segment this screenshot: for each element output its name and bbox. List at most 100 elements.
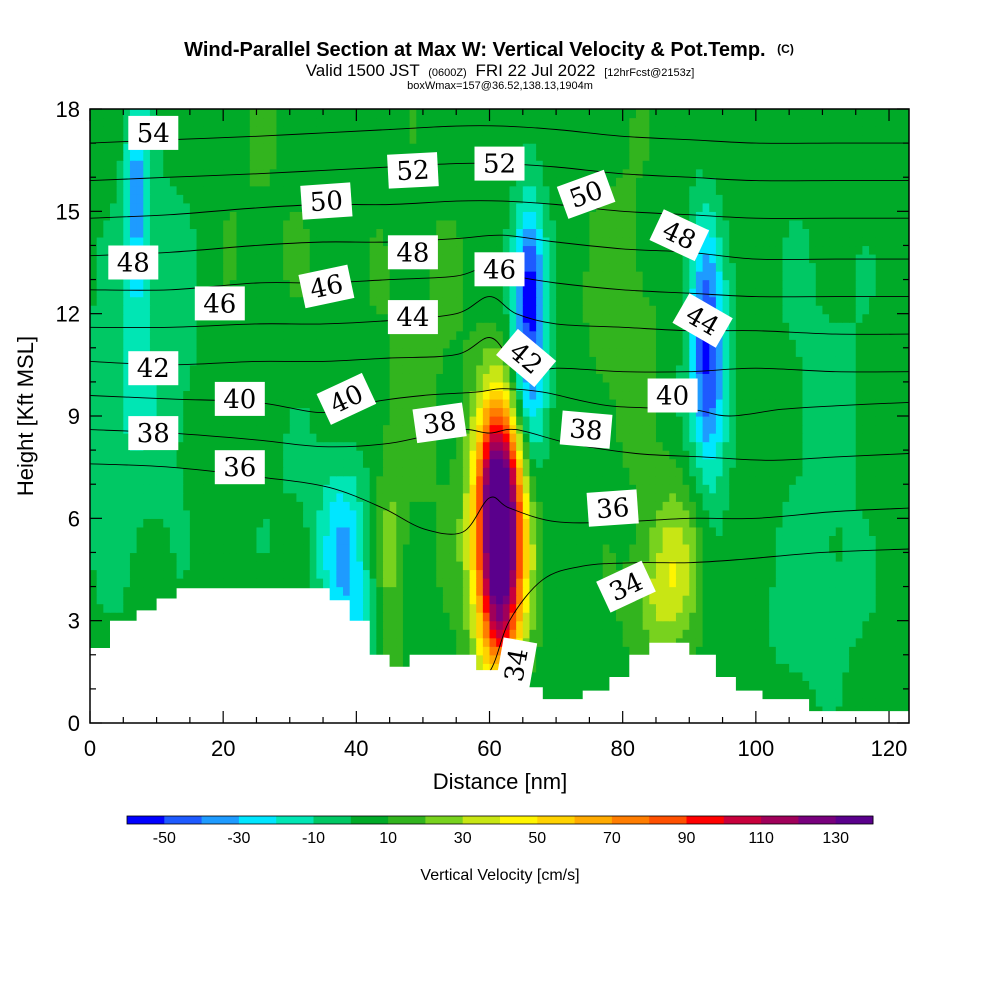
velocity-cell — [769, 467, 777, 477]
velocity-cell — [742, 526, 750, 536]
velocity-cell — [809, 637, 817, 647]
velocity-cell — [402, 586, 411, 596]
velocity-cell — [689, 441, 697, 451]
velocity-cell — [775, 543, 784, 554]
velocity-cell — [669, 637, 677, 647]
velocity-cell — [715, 663, 724, 673]
velocity-cell — [516, 484, 524, 494]
velocity-cell — [795, 441, 804, 451]
velocity-cell — [582, 407, 590, 417]
velocity-cell — [755, 646, 764, 656]
velocity-cell — [636, 552, 644, 562]
velocity-cell — [389, 612, 397, 622]
velocity-cell — [769, 586, 777, 596]
velocity-cell — [815, 560, 824, 571]
velocity-cell — [809, 450, 817, 460]
velocity-cell — [542, 569, 551, 579]
velocity-cell — [149, 475, 158, 485]
velocity-cell — [889, 501, 897, 511]
velocity-cell — [755, 578, 764, 588]
velocity-cell — [329, 433, 337, 443]
velocity-cell — [629, 433, 637, 443]
velocity-cell — [749, 407, 757, 417]
velocity-cell — [556, 595, 564, 605]
velocity-cell — [236, 518, 244, 528]
velocity-cell — [682, 518, 690, 528]
velocity-cell — [609, 671, 617, 681]
velocity-cell — [416, 629, 424, 639]
velocity-cell — [316, 475, 324, 485]
velocity-cell — [556, 578, 564, 588]
velocity-cell — [569, 398, 577, 409]
velocity-cell — [649, 637, 657, 647]
velocity-cell — [556, 501, 564, 511]
velocity-cell — [549, 407, 557, 417]
velocity-cell — [396, 441, 404, 451]
velocity-cell — [176, 475, 184, 485]
velocity-cell — [602, 535, 610, 545]
velocity-cell — [396, 407, 404, 417]
velocity-cell — [762, 433, 770, 443]
velocity-cell — [655, 543, 664, 554]
velocity-cell — [616, 441, 624, 451]
velocity-cell — [402, 654, 411, 664]
velocity-cell — [789, 535, 797, 545]
velocity-cell — [409, 637, 417, 647]
velocity-cell — [303, 416, 311, 426]
velocity-cell — [809, 381, 817, 392]
velocity-cell — [675, 535, 684, 545]
velocity-cell — [815, 629, 824, 639]
velocity-cell — [149, 595, 158, 605]
velocity-cell — [136, 526, 144, 536]
velocity-cell — [782, 475, 790, 485]
velocity-cell — [289, 475, 298, 485]
velocity-cell — [216, 373, 224, 383]
velocity-cell — [895, 705, 903, 716]
velocity-cell — [416, 569, 424, 579]
velocity-cell — [456, 569, 464, 579]
velocity-cell — [103, 424, 111, 434]
velocity-cell — [456, 509, 464, 519]
velocity-cell — [562, 646, 571, 656]
velocity-cell — [802, 603, 810, 613]
velocity-cell — [762, 398, 770, 409]
velocity-cell — [855, 492, 863, 502]
velocity-cell — [709, 637, 717, 647]
velocity-cell — [675, 475, 684, 485]
velocity-cell — [735, 620, 744, 630]
velocity-cell — [549, 688, 557, 699]
velocity-cell — [469, 381, 477, 392]
velocity-cell — [755, 381, 764, 392]
velocity-cell — [902, 552, 909, 562]
velocity-cell — [549, 543, 557, 554]
velocity-cell — [396, 484, 404, 494]
velocity-cell — [755, 458, 764, 468]
velocity-cell — [123, 398, 131, 409]
velocity-cell — [709, 492, 717, 502]
velocity-cell — [389, 569, 397, 579]
velocity-cell — [522, 424, 531, 434]
velocity-cell — [149, 492, 158, 502]
velocity-cell — [709, 424, 717, 434]
velocity-cell — [316, 501, 324, 511]
velocity-cell — [376, 646, 384, 656]
velocity-cell — [735, 484, 744, 494]
velocity-cell — [336, 578, 344, 588]
velocity-cell — [749, 518, 757, 528]
velocity-cell — [769, 509, 777, 519]
velocity-cell — [709, 535, 717, 545]
velocity-cell — [549, 492, 557, 502]
velocity-cell — [409, 450, 417, 460]
velocity-cell — [363, 595, 371, 605]
velocity-cell — [576, 475, 584, 485]
velocity-cell — [596, 535, 604, 545]
velocity-cell — [775, 501, 784, 511]
velocity-cell — [343, 578, 351, 588]
velocity-cell — [143, 381, 151, 392]
velocity-cell — [189, 467, 198, 477]
velocity-cell — [569, 509, 577, 519]
velocity-cell — [496, 578, 504, 588]
velocity-cell — [416, 475, 424, 485]
velocity-cell — [203, 501, 211, 511]
